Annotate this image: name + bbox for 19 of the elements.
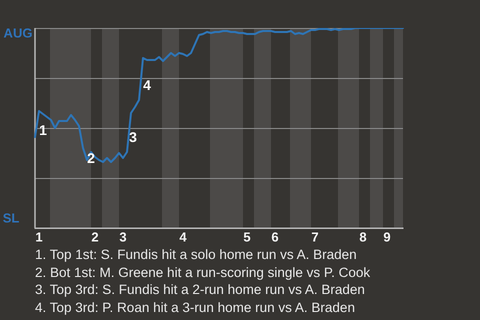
x-tick-label: 8 — [359, 229, 367, 244]
x-tick-label: 1 — [35, 229, 43, 244]
annotation: 3 — [129, 129, 137, 145]
x-tick-label: 2 — [91, 229, 99, 244]
text: SL — [2, 210, 20, 226]
x-tick-label: 3 — [119, 229, 127, 244]
text: AUG — [4, 26, 32, 40]
annotation: 2 — [87, 150, 95, 166]
x-tick-label: 5 — [243, 229, 251, 244]
annotation: 1 — [39, 122, 47, 138]
text: 1. Top 1st: S. Fundis hit a solo home run vs A. Braden — [35, 246, 358, 264]
x-tick-label: 7 — [311, 229, 319, 244]
x-tick-label: 4 — [179, 229, 188, 244]
annotation: 4 — [143, 77, 151, 93]
text: 2. Bot 1st: M. Greene hit a run-scoring single vs P. Cook — [35, 264, 370, 281]
text: 4. Top 3rd: P. Roan hit a 3-run home run vs A. Braden — [35, 298, 356, 316]
text: 3. Top 3rd: S. Fundis hit a 2-run home run vs A. Braden — [35, 281, 366, 298]
x-tick-label: 9 — [383, 229, 391, 244]
x-tick-label: 6 — [271, 229, 279, 244]
